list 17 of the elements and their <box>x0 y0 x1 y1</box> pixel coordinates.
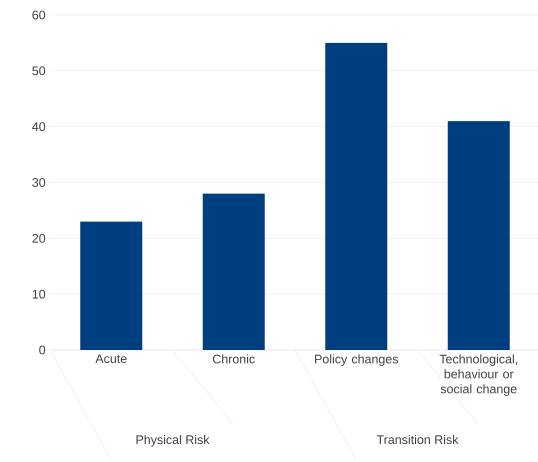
y-tick-label: 30 <box>32 178 46 187</box>
bar <box>448 121 510 350</box>
x-tick-label: Acute <box>95 354 127 364</box>
x-tick-label: Policy changes <box>315 354 398 366</box>
x-tick-label: Chronic <box>212 354 255 364</box>
y-tick-label: 60 <box>32 10 46 20</box>
text: Physical Risk <box>136 434 210 447</box>
y-tick-label: 40 <box>32 122 46 132</box>
y-tick-label: 0 <box>39 346 46 354</box>
text: Transition Risk <box>376 434 458 444</box>
y-tick-label: 50 <box>32 66 46 76</box>
bar <box>80 222 142 350</box>
bar <box>202 194 265 350</box>
bar <box>325 42 388 350</box>
y-tick-label: 10 <box>32 290 46 299</box>
x-tick-label: Technological, behaviour or social change <box>440 354 518 396</box>
y-tick-label: 20 <box>32 234 46 243</box>
